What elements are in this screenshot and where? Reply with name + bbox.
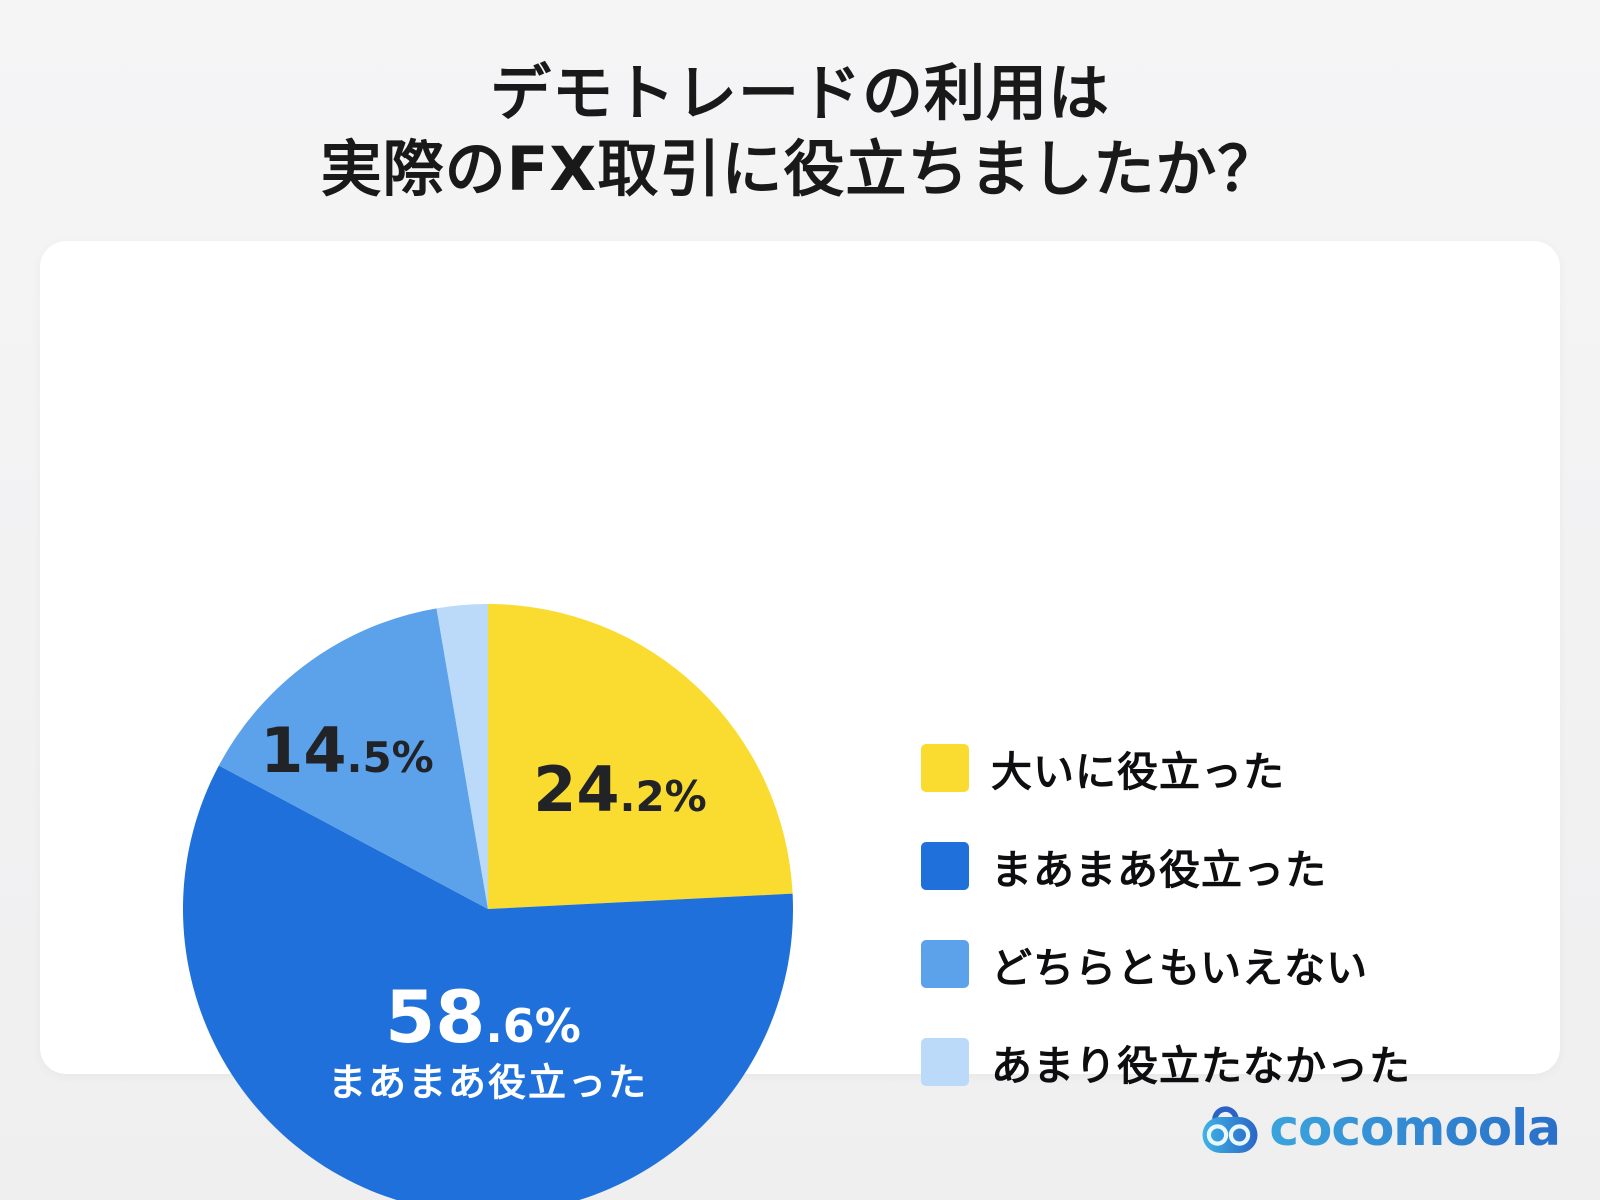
legend-item-2: どちらともいえない: [921, 940, 1411, 992]
page-title-line2: 実際のFX取引に役立ちましたか？: [320, 133, 1280, 205]
slice-label-yellow-value: 24: [533, 753, 620, 826]
pie-slice-2: [218, 608, 488, 909]
page-title: デモトレードの利用は 実際のFX取引に役立ちましたか？: [0, 56, 1600, 207]
slice-label-yellow-decimal: .2%: [619, 772, 707, 821]
legend-label-2: どちらともいえない: [991, 944, 1369, 992]
slice-label-yellow: 24.2%: [533, 759, 707, 821]
pie-chart: [183, 604, 793, 1200]
page-title-line1: デモトレードの利用は: [489, 58, 1110, 129]
legend: 大いに役立った まあまあ役立った どちらともいえない あまり役立たなかった: [921, 744, 1411, 1090]
slice-label-blue: 58.6%: [385, 981, 581, 1053]
legend-label-1: まあまあ役立った: [991, 846, 1327, 894]
slice-label-lightblue: 14.5%: [260, 720, 434, 782]
legend-swatch-yellow-icon: [921, 744, 969, 792]
legend-item-1: まあまあ役立った: [921, 842, 1411, 894]
legend-swatch-paleblue-icon: [921, 1038, 969, 1086]
pie-slice-1: [183, 765, 793, 1200]
slice-label-blue-value: 58: [385, 975, 486, 1059]
slice-label-lightblue-decimal: .5%: [346, 733, 434, 782]
cocomoola-goggles-icon: [1202, 1106, 1258, 1153]
cocomoola-logo: cocomoola: [1201, 1099, 1561, 1157]
legend-item-3: あまり役立たなかった: [921, 1038, 1411, 1090]
legend-label-0: 大いに役立った: [991, 748, 1285, 796]
slice-label-blue-decimal: .6%: [485, 999, 581, 1053]
legend-label-3: あまり役立たなかった: [991, 1042, 1411, 1090]
slice-label-lightblue-value: 14: [260, 714, 347, 787]
legend-item-0: 大いに役立った: [921, 744, 1411, 796]
cocomoola-logo-text: cocomoola: [1269, 1099, 1561, 1157]
pie-slice-3: [436, 604, 488, 909]
legend-swatch-blue-icon: [921, 842, 969, 890]
chart-card: 24.2% 14.5% 58.6% まあまあ役立った 大いに役立った まあまあ役…: [40, 241, 1560, 1200]
legend-swatch-lightblue-icon: [921, 940, 969, 988]
slice-sublabel-blue: まあまあ役立った: [327, 1060, 649, 1105]
pie-slice-0: [488, 604, 793, 909]
